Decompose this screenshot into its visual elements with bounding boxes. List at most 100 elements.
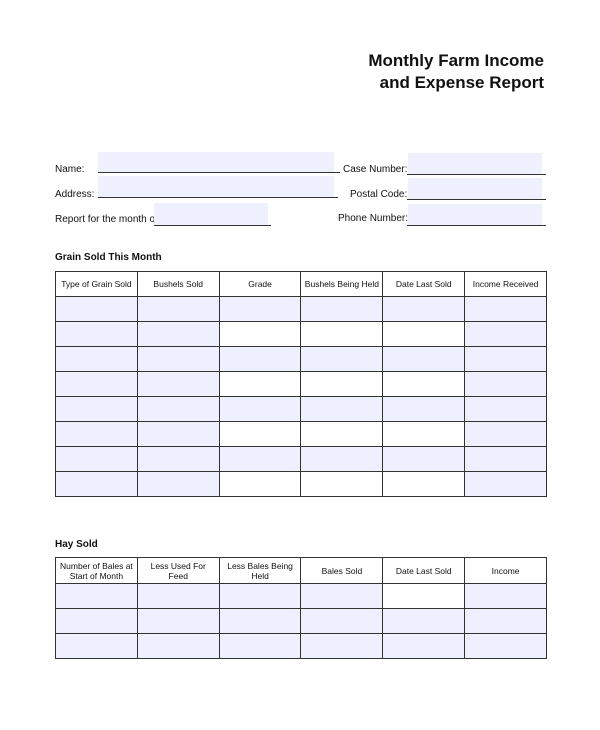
hay-heading: Hay Sold [55,539,98,550]
table-cell-input[interactable] [55,583,138,609]
hay-table: Number of Bales at Start of Month Less U… [55,557,547,659]
table-cell-input[interactable] [218,446,302,472]
name-field[interactable] [98,152,334,173]
hay-header-row: Number of Bales at Start of Month Less U… [55,557,547,584]
table-cell-input[interactable] [382,321,466,347]
table-cell-input[interactable] [464,446,547,472]
table-cell-input[interactable] [464,321,547,347]
table-cell-input[interactable] [300,633,384,659]
phone-number-underline [407,225,546,226]
table-cell-input[interactable] [136,633,220,659]
postal-code-field[interactable] [408,178,542,199]
case-number-label: Case Number: [343,164,408,175]
table-cell-input[interactable] [55,396,138,422]
phone-number-field[interactable] [408,204,542,225]
table-cell-input[interactable] [55,346,138,372]
report-month-label: Report for the month of [55,214,158,225]
hay-row [55,608,547,634]
table-cell-input[interactable] [218,321,302,347]
table-cell-input[interactable] [382,371,466,397]
page-title: Monthly Farm Income and Expense Report [368,51,544,92]
column-header: Bushels Being Held [300,271,384,297]
table-cell-input[interactable] [464,296,547,322]
table-cell-input[interactable] [55,446,138,472]
report-month-underline [154,225,271,226]
column-header: Grade [218,271,302,297]
table-cell-input[interactable] [464,583,547,609]
table-cell-input[interactable] [136,371,220,397]
column-header: Bushels Sold [136,271,220,297]
column-header: Date Last Sold [382,271,466,297]
phone-number-label: Phone Number: [338,213,409,224]
table-cell-input[interactable] [55,296,138,322]
table-cell-input[interactable] [55,608,138,634]
table-cell-input[interactable] [218,633,302,659]
table-cell-input[interactable] [382,633,466,659]
hay-row [55,633,547,659]
table-cell-input[interactable] [464,421,547,447]
table-cell-input[interactable] [300,446,384,472]
table-cell-input[interactable] [136,346,220,372]
table-cell-input[interactable] [136,446,220,472]
table-cell-input[interactable] [300,471,384,497]
table-cell-input[interactable] [136,608,220,634]
table-cell-input[interactable] [300,346,384,372]
table-cell-input[interactable] [464,471,547,497]
table-cell-input[interactable] [136,583,220,609]
table-cell-input[interactable] [382,583,466,609]
grain-row [55,421,547,447]
table-cell-input[interactable] [55,633,138,659]
table-cell-input[interactable] [218,396,302,422]
table-cell-input[interactable] [300,583,384,609]
table-cell-input[interactable] [136,421,220,447]
table-cell-input[interactable] [218,421,302,447]
table-cell-input[interactable] [382,346,466,372]
column-header: Number of Bales at Start of Month [55,557,138,584]
table-cell-input[interactable] [218,583,302,609]
grain-heading: Grain Sold This Month [55,252,162,263]
table-cell-input[interactable] [464,633,547,659]
table-cell-input[interactable] [300,296,384,322]
table-cell-input[interactable] [218,608,302,634]
table-cell-input[interactable] [382,608,466,634]
table-cell-input[interactable] [55,421,138,447]
table-cell-input[interactable] [218,346,302,372]
table-cell-input[interactable] [55,371,138,397]
table-cell-input[interactable] [136,471,220,497]
grain-row [55,321,547,347]
table-cell-input[interactable] [136,321,220,347]
postal-code-underline [407,199,546,200]
table-cell-input[interactable] [55,471,138,497]
address-field[interactable] [98,176,334,197]
grain-header-row: Type of Grain Sold Bushels Sold Grade Bu… [55,271,547,297]
table-cell-input[interactable] [464,371,547,397]
table-cell-input[interactable] [218,296,302,322]
table-cell-input[interactable] [464,608,547,634]
column-header: Bales Sold [300,557,384,584]
table-cell-input[interactable] [218,371,302,397]
table-cell-input[interactable] [300,396,384,422]
table-cell-input[interactable] [382,421,466,447]
table-cell-input[interactable] [300,421,384,447]
table-cell-input[interactable] [382,471,466,497]
table-cell-input[interactable] [300,321,384,347]
table-cell-input[interactable] [136,396,220,422]
table-cell-input[interactable] [55,321,138,347]
column-header: Less Bales Being Held [218,557,302,584]
table-cell-input[interactable] [218,471,302,497]
report-month-field[interactable] [154,203,268,225]
table-cell-input[interactable] [382,396,466,422]
grain-row [55,396,547,422]
grain-table: Type of Grain Sold Bushels Sold Grade Bu… [55,271,547,497]
table-cell-input[interactable] [382,296,466,322]
table-cell-input[interactable] [464,396,547,422]
grain-row [55,296,547,322]
table-cell-input[interactable] [300,608,384,634]
table-cell-input[interactable] [464,346,547,372]
case-number-field[interactable] [408,153,542,174]
table-cell-input[interactable] [136,296,220,322]
table-cell-input[interactable] [382,446,466,472]
address-underline [98,197,338,198]
table-cell-input[interactable] [300,371,384,397]
